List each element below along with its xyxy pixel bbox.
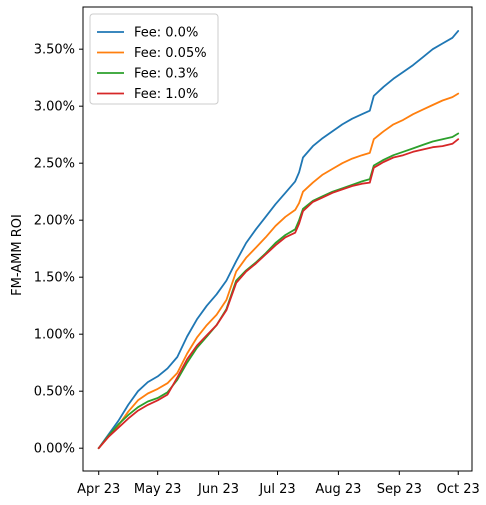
series-line-1 (97, 92, 460, 450)
series-layer (97, 29, 460, 450)
series-line-2 (97, 132, 460, 450)
y-axis-title: FM-AMM ROI (10, 214, 25, 296)
legend-box (89, 13, 219, 105)
y-tick-label-7: 3.50% (34, 43, 75, 58)
x-tick-label-6: Oct 23 (437, 482, 480, 497)
legend-label-1: Fee: 0.05% (134, 46, 207, 61)
x-tick-label-1: May 23 (134, 482, 182, 497)
legend-label-2: Fee: 0.3% (134, 67, 198, 82)
y-tick-label-2: 1.00% (34, 328, 75, 343)
x-axis: Apr 23 May 23 Jun 23 Jul 23 Aug 23 Sep 23 Oct … (77, 471, 480, 497)
x-tick-label-2: Jun 23 (197, 482, 239, 497)
y-tick-label-4: 2.00% (34, 214, 75, 229)
y-tick-label-6: 3.00% (34, 100, 75, 115)
x-tick-label-4: Aug 23 (315, 482, 361, 497)
y-tick-label-5: 2.50% (34, 157, 75, 172)
x-tick-label-3: Jul 23 (258, 482, 295, 497)
series-line-0 (97, 29, 460, 450)
y-tick-label-3: 1.50% (34, 271, 75, 286)
legend-label-3: Fee: 1.0% (134, 87, 198, 102)
series-line-3 (97, 138, 460, 450)
legend: Fee: 0.0% Fee: 0.05% Fee: 0.3% Fee: 1.0% (89, 13, 219, 105)
x-tick-label-5: Sep 23 (377, 482, 422, 497)
y-axis: 0.00% 0.50% 1.00% 1.50% 2.00% 2.50% 3.00% 3.50% (34, 43, 83, 457)
legend-label-0: Fee: 0.0% (134, 26, 198, 41)
x-tick-label-0: Apr 23 (77, 482, 120, 497)
y-tick-label-0: 0.00% (34, 442, 75, 457)
y-tick-label-1: 0.50% (34, 385, 75, 400)
